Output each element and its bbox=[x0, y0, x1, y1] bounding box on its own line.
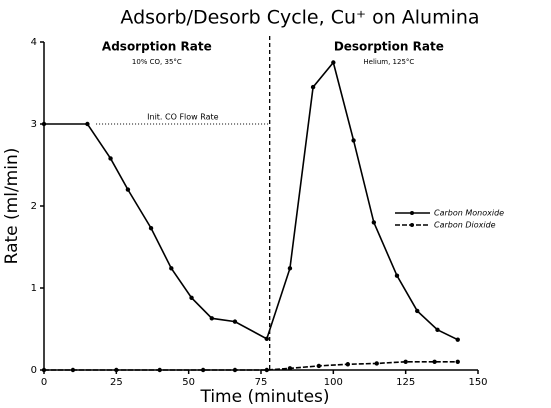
data-point bbox=[125, 187, 131, 192]
data-point bbox=[345, 362, 350, 367]
annotation-sub: 10% CO, 35°C bbox=[132, 58, 182, 66]
x-tick-label: 100 bbox=[324, 377, 343, 388]
x-tick-label: 50 bbox=[182, 377, 195, 388]
x-tick-label: 0 bbox=[41, 377, 47, 388]
data-point bbox=[287, 366, 293, 371]
data-point bbox=[114, 367, 119, 373]
series-line bbox=[44, 60, 459, 341]
y-tick-label: 2 bbox=[31, 201, 37, 212]
data-point bbox=[70, 367, 76, 373]
data-point bbox=[85, 121, 90, 127]
data-point bbox=[394, 273, 400, 278]
legend-marker bbox=[410, 223, 414, 227]
data-point bbox=[374, 361, 379, 366]
legend-marker bbox=[410, 211, 414, 215]
y-axis-label: Rate (ml/min) bbox=[2, 148, 22, 265]
data-point bbox=[331, 60, 336, 65]
data-point bbox=[41, 121, 47, 127]
data-point bbox=[169, 266, 174, 271]
y-tick-label: 4 bbox=[31, 37, 37, 48]
x-tick-label: 150 bbox=[468, 377, 487, 388]
data-point bbox=[455, 359, 460, 364]
data-point bbox=[455, 337, 460, 342]
x-tick-label: 75 bbox=[255, 377, 268, 388]
annotation-sub: Helium, 125°C bbox=[363, 58, 414, 66]
data-point bbox=[371, 220, 377, 225]
data-point bbox=[108, 156, 113, 161]
data-point bbox=[351, 138, 356, 143]
data-point bbox=[189, 295, 194, 301]
data-point bbox=[316, 363, 322, 369]
chart-title: Adsorb/Desorb Cycle, Cu⁺ on Alumina bbox=[120, 7, 479, 29]
data-point bbox=[264, 367, 269, 373]
data-point bbox=[41, 367, 47, 373]
data-point bbox=[432, 359, 437, 364]
data-point bbox=[232, 367, 238, 373]
y-tick-label: 0 bbox=[31, 365, 37, 376]
legend-label: Carbon Dioxide bbox=[434, 221, 496, 230]
data-point bbox=[415, 308, 420, 314]
data-point bbox=[403, 359, 408, 364]
y-tick-label: 3 bbox=[31, 119, 37, 130]
y-tick-label: 1 bbox=[31, 283, 37, 294]
x-tick-label: 25 bbox=[110, 377, 123, 388]
data-point bbox=[157, 367, 162, 373]
data-point bbox=[148, 225, 154, 231]
data-point bbox=[287, 266, 293, 271]
data-point bbox=[310, 84, 316, 90]
x-tick-label: 125 bbox=[396, 377, 415, 388]
data-point bbox=[200, 367, 206, 373]
x-axis-label: Time (minutes) bbox=[199, 387, 329, 407]
data-point bbox=[232, 319, 238, 324]
reference-label: Init. CO Flow Rate bbox=[147, 113, 219, 122]
data-point bbox=[435, 327, 440, 333]
series-line bbox=[44, 361, 458, 371]
data-point bbox=[264, 336, 269, 342]
annotation: Desorption Rate bbox=[334, 40, 444, 54]
data-point bbox=[209, 316, 215, 321]
legend-label: Carbon Monoxide bbox=[434, 209, 504, 218]
annotation: Adsorption Rate bbox=[102, 40, 212, 54]
